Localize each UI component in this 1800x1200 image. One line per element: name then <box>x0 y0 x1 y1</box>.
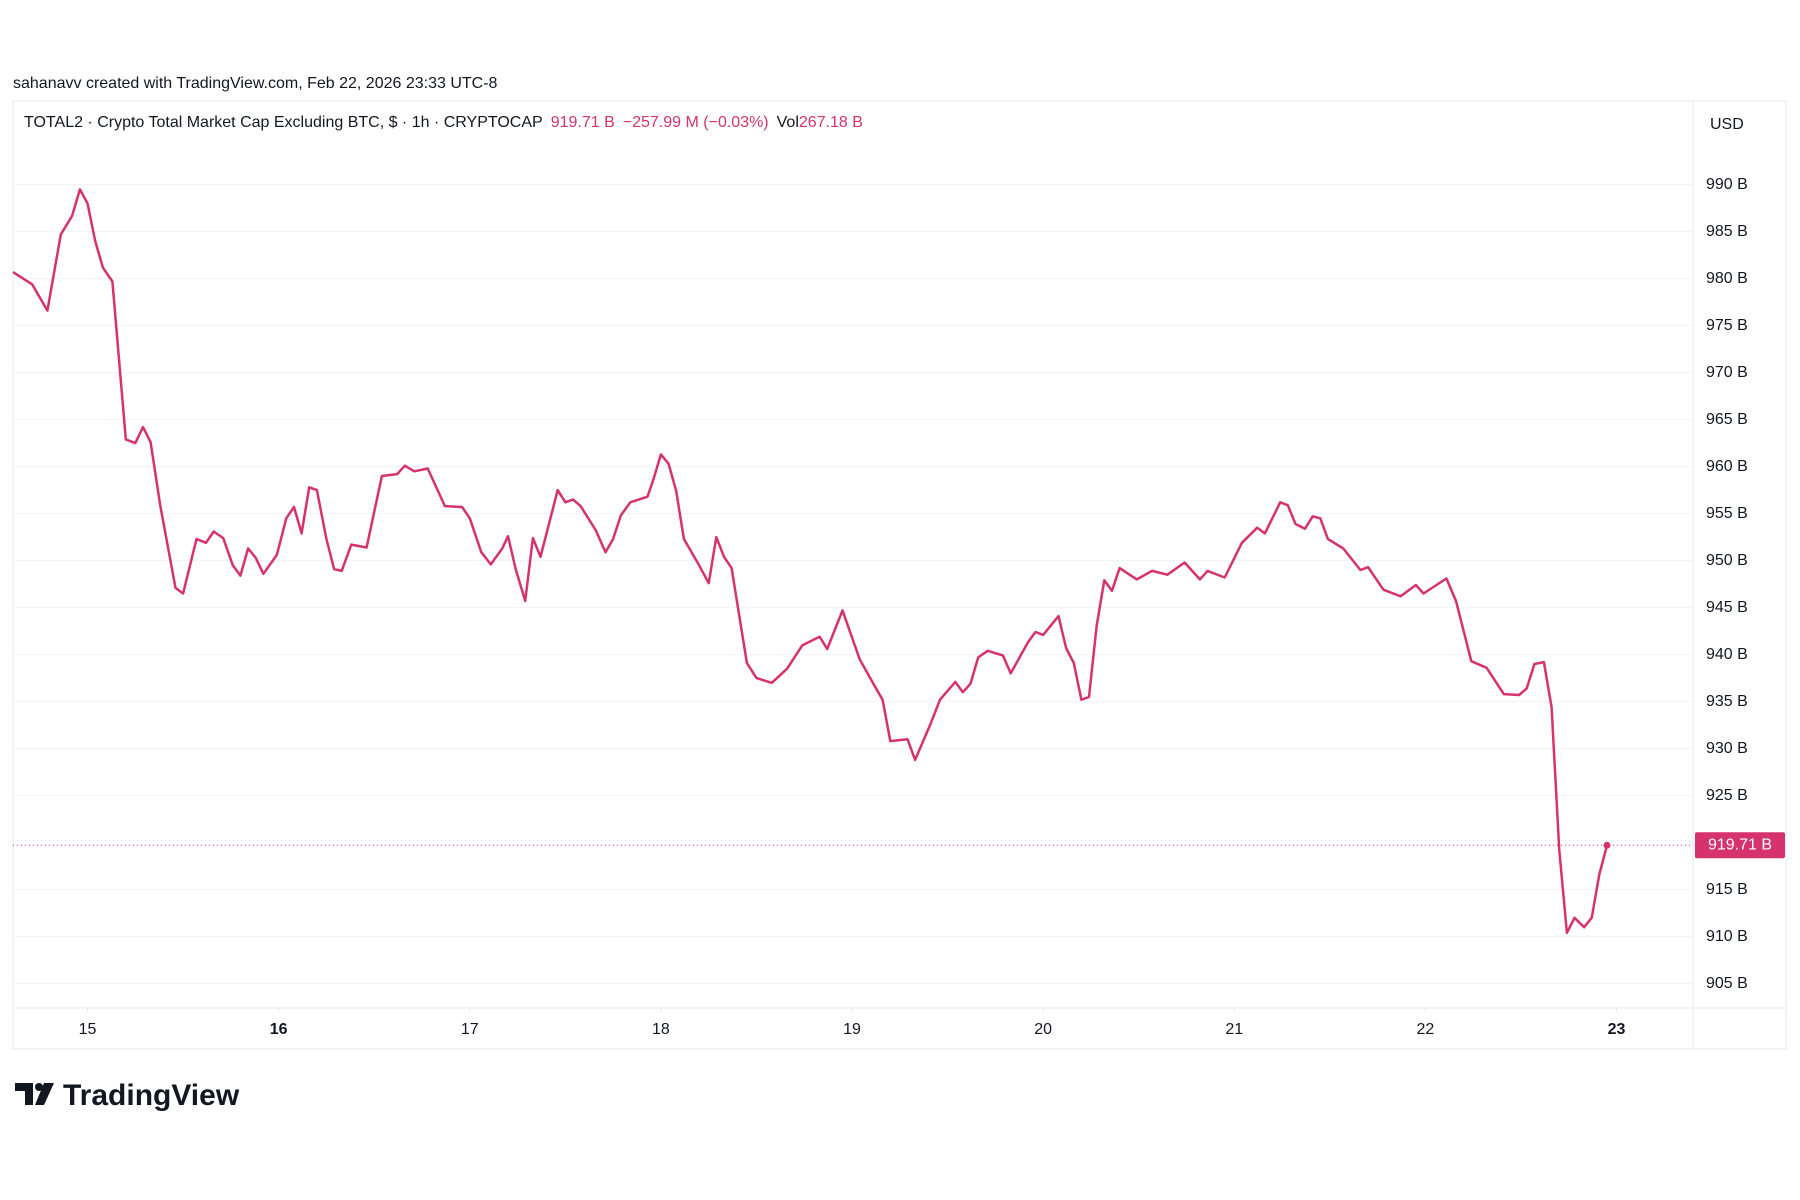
y-tick-label: 990 B <box>1706 176 1748 193</box>
y-tick-label: 975 B <box>1706 317 1748 334</box>
volume-header: Vol267.18 B <box>777 114 863 132</box>
x-tick-label: 18 <box>652 1021 670 1038</box>
y-tick-label: 930 B <box>1706 740 1748 757</box>
x-tick-label: 23 <box>1608 1021 1626 1038</box>
credit: sahanavv created with TradingView.com, F… <box>13 75 498 92</box>
logo <box>15 1083 54 1105</box>
volume-label: Vol <box>776 114 799 131</box>
y-tick-label: 915 B <box>1706 881 1748 898</box>
brand: TradingView <box>63 1079 240 1112</box>
y-tick-label: 965 B <box>1706 411 1748 428</box>
y-tick-label: 925 B <box>1706 787 1748 804</box>
y-tick-label: 955 B <box>1706 505 1748 522</box>
change: −257.99 M (−0.03%) <box>622 114 769 131</box>
x-tick-label: 21 <box>1225 1021 1243 1038</box>
y-tick-label: 940 B <box>1706 646 1748 663</box>
y-tick-label: 935 B <box>1706 693 1748 710</box>
symbol-header: TOTAL2 · Crypto Total Market Cap Excludi… <box>24 114 863 132</box>
y-tick-label: 970 B <box>1706 364 1748 381</box>
y-tick-label: 905 B <box>1706 975 1748 992</box>
y-tick-label: 910 B <box>1706 928 1748 945</box>
y-tick-label: 950 B <box>1706 552 1748 569</box>
x-tick-label: 16 <box>270 1021 288 1038</box>
price-label-box <box>1695 832 1785 859</box>
x-tick-label: 22 <box>1417 1021 1435 1038</box>
price: 919.71 B <box>550 114 615 131</box>
x-tick-label: 20 <box>1034 1021 1052 1038</box>
x-tick-label: 19 <box>843 1021 861 1038</box>
currency: USD <box>1710 116 1744 133</box>
chart-frame <box>12 100 1787 1050</box>
y-tick-label: 980 B <box>1706 270 1748 287</box>
last-point <box>1603 841 1611 849</box>
x-tick-label: 15 <box>79 1021 97 1038</box>
price-line <box>12 188 1609 935</box>
volume: 267.18 B <box>798 114 863 131</box>
y-tick-label: 960 B <box>1706 458 1748 475</box>
price-label: 919.71 B <box>1708 837 1772 854</box>
y-tick-label: 945 B <box>1706 599 1748 616</box>
y-tick-label: 985 B <box>1706 223 1748 240</box>
x-tick-label: 17 <box>461 1021 479 1038</box>
symbol: TOTAL2 · Crypto Total Market Cap Excludi… <box>24 114 543 131</box>
